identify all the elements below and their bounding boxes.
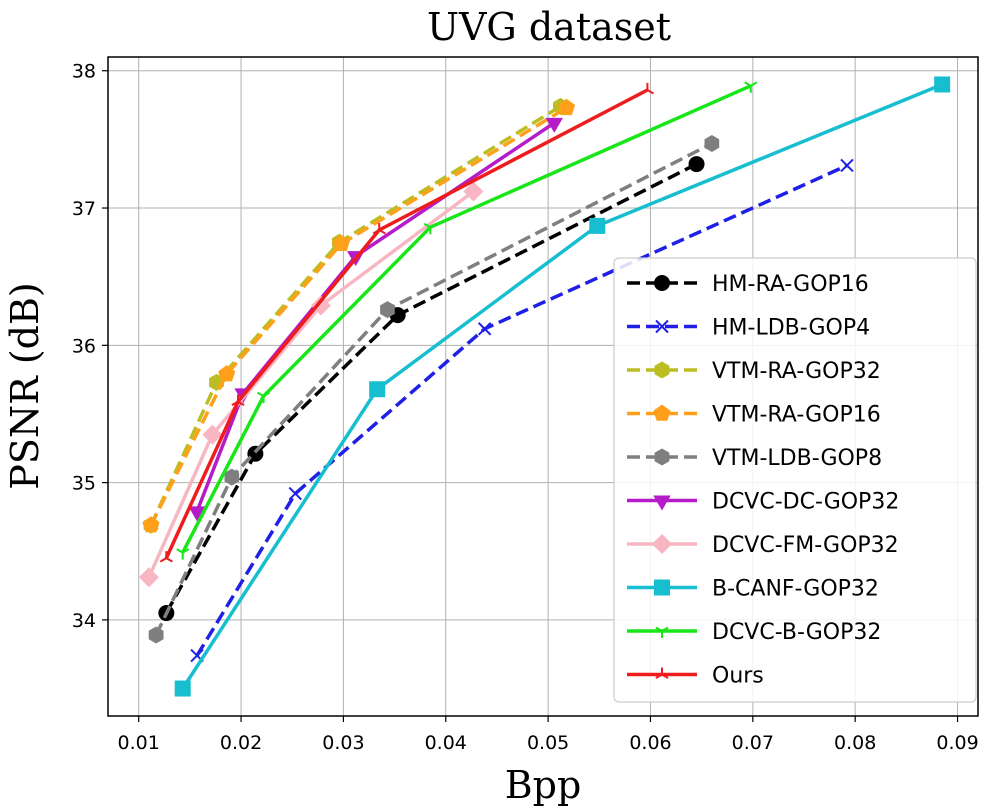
series-line-vtm-ra-gop32 bbox=[149, 104, 562, 526]
legend-marker-hm-ldb-gop4 bbox=[655, 319, 669, 334]
series-point-ours bbox=[159, 551, 173, 563]
series-point-dcvc-dc-gop32 bbox=[188, 506, 206, 522]
series-b-canf-gop32 bbox=[174, 76, 951, 697]
series-point-dcvc-b-gop32 bbox=[423, 222, 438, 235]
series-point-ours bbox=[640, 83, 655, 95]
series-point-vtm-ra-gop16 bbox=[332, 234, 350, 251]
legend-label-vtm-ldb-gop8: VTM-LDB-GOP8 bbox=[712, 446, 882, 471]
series-hm-ldb-gop4 bbox=[190, 158, 854, 663]
y-tick-label: 36 bbox=[72, 335, 96, 357]
legend-label-dcvc-dc-gop32: DCVC-DC-GOP32 bbox=[712, 490, 899, 515]
series-point-b-canf-gop32 bbox=[934, 76, 951, 93]
series-point-vtm-ra-gop16 bbox=[142, 516, 160, 533]
legend-box bbox=[613, 257, 977, 703]
legend-marker-hm-ra-gop16 bbox=[654, 275, 670, 291]
legend-label-dcvc-fm-gop32: DCVC-FM-GOP32 bbox=[712, 533, 899, 558]
legend-marker-dcvc-fm-gop32 bbox=[652, 534, 672, 554]
legend-label-b-canf-gop32: B-CANF-GOP32 bbox=[712, 577, 879, 602]
legend-label-hm-ra-gop16: HM-RA-GOP16 bbox=[712, 272, 869, 297]
x-tick-label: 0.04 bbox=[425, 732, 467, 754]
series-point-vtm-ldb-gop8 bbox=[380, 301, 395, 319]
legend: HM-RA-GOP16 HM-LDB-GOP4 VTM-RA-GOP32 VTM-RA… bbox=[613, 257, 977, 703]
series-point-dcvc-dc-gop32 bbox=[545, 117, 563, 133]
series-point-b-canf-gop32 bbox=[369, 381, 386, 398]
series-line-dcvc-fm-gop32 bbox=[147, 190, 475, 579]
series-point-dcvc-fm-gop32 bbox=[138, 567, 159, 588]
x-tick-label: 0.06 bbox=[629, 732, 671, 754]
series-layer bbox=[138, 76, 951, 697]
series-line-ours bbox=[164, 88, 649, 559]
x-tick-label: 0.02 bbox=[220, 732, 262, 754]
series-point-hm-ra-gop16 bbox=[688, 156, 705, 173]
series-dcvc-b-gop32 bbox=[176, 81, 758, 560]
x-tick-label: 0.05 bbox=[527, 732, 569, 754]
legend-marker-dcvc-b-gop32 bbox=[655, 626, 669, 638]
legend-marker-vtm-ldb-gop8 bbox=[654, 448, 670, 466]
series-line-vtm-ldb-gop8 bbox=[154, 141, 713, 636]
x-tick-label: 0.01 bbox=[118, 732, 160, 754]
series-point-vtm-ldb-gop8 bbox=[704, 135, 720, 152]
series-point-ours bbox=[372, 222, 386, 235]
legend-marker-dcvc-dc-gop32 bbox=[653, 495, 671, 511]
legend-marker-ours bbox=[655, 667, 669, 679]
series-vtm-ldb-gop8 bbox=[148, 135, 720, 644]
series-point-b-canf-gop32 bbox=[589, 217, 606, 234]
series-point-dcvc-b-gop32 bbox=[256, 391, 271, 404]
series-point-vtm-ra-gop16 bbox=[218, 365, 236, 382]
x-tick-label: 0.09 bbox=[936, 732, 978, 754]
y-tick-label: 35 bbox=[72, 473, 96, 495]
tick-layer: 0.01 0.02 0.03 0.04 0.05 0.06 0.07 0.08 0.09 34 35… bbox=[72, 61, 979, 754]
series-line-b-canf-gop32 bbox=[181, 82, 943, 690]
y-tick-label: 34 bbox=[72, 610, 96, 632]
series-point-b-canf-gop32 bbox=[174, 680, 191, 697]
y-tick-label: 38 bbox=[72, 61, 96, 83]
series-ours bbox=[159, 83, 655, 563]
x-axis-label: Bpp bbox=[505, 763, 582, 807]
y-axis-label: PSNR (dB) bbox=[3, 282, 47, 489]
legend-label-ours: Ours bbox=[712, 664, 764, 689]
chart-title: UVG dataset bbox=[427, 5, 671, 49]
series-dcvc-fm-gop32 bbox=[138, 181, 484, 588]
series-point-hm-ldb-gop4 bbox=[477, 322, 492, 336]
series-line-vtm-ra-gop16 bbox=[149, 106, 568, 526]
y-tick-label: 37 bbox=[72, 198, 96, 220]
legend-marker-b-canf-gop32 bbox=[654, 579, 670, 596]
legend-marker-vtm-ra-gop16 bbox=[653, 404, 671, 421]
legend-label-dcvc-b-gop32: DCVC-B-GOP32 bbox=[712, 620, 881, 645]
plot-frame bbox=[107, 56, 979, 717]
series-point-dcvc-fm-gop32 bbox=[463, 181, 484, 202]
x-tick-label: 0.08 bbox=[834, 732, 876, 754]
x-tick-label: 0.07 bbox=[732, 732, 774, 754]
series-vtm-ra-gop16 bbox=[142, 98, 576, 533]
series-point-dcvc-fm-gop32 bbox=[202, 424, 223, 445]
series-point-hm-ldb-gop4 bbox=[840, 158, 854, 173]
series-point-dcvc-fm-gop32 bbox=[310, 295, 331, 316]
legend-marker-vtm-ra-gop32 bbox=[654, 361, 670, 379]
series-point-ours bbox=[231, 394, 245, 406]
legend-label-vtm-ra-gop32: VTM-RA-GOP32 bbox=[712, 359, 881, 384]
series-point-hm-ldb-gop4 bbox=[288, 486, 303, 501]
series-point-vtm-ldb-gop8 bbox=[224, 468, 240, 486]
series-line-hm-ldb-gop4 bbox=[195, 163, 848, 657]
legend-label-hm-ldb-gop4: HM-LDB-GOP4 bbox=[712, 316, 870, 341]
series-point-vtm-ra-gop16 bbox=[558, 98, 576, 116]
series-point-vtm-ldb-gop8 bbox=[148, 626, 164, 644]
series-point-dcvc-b-gop32 bbox=[744, 81, 758, 93]
series-line-dcvc-b-gop32 bbox=[181, 84, 752, 554]
legend-label-vtm-ra-gop16: VTM-RA-GOP16 bbox=[712, 403, 881, 428]
x-tick-label: 0.03 bbox=[322, 732, 364, 754]
series-point-dcvc-b-gop32 bbox=[176, 548, 190, 560]
